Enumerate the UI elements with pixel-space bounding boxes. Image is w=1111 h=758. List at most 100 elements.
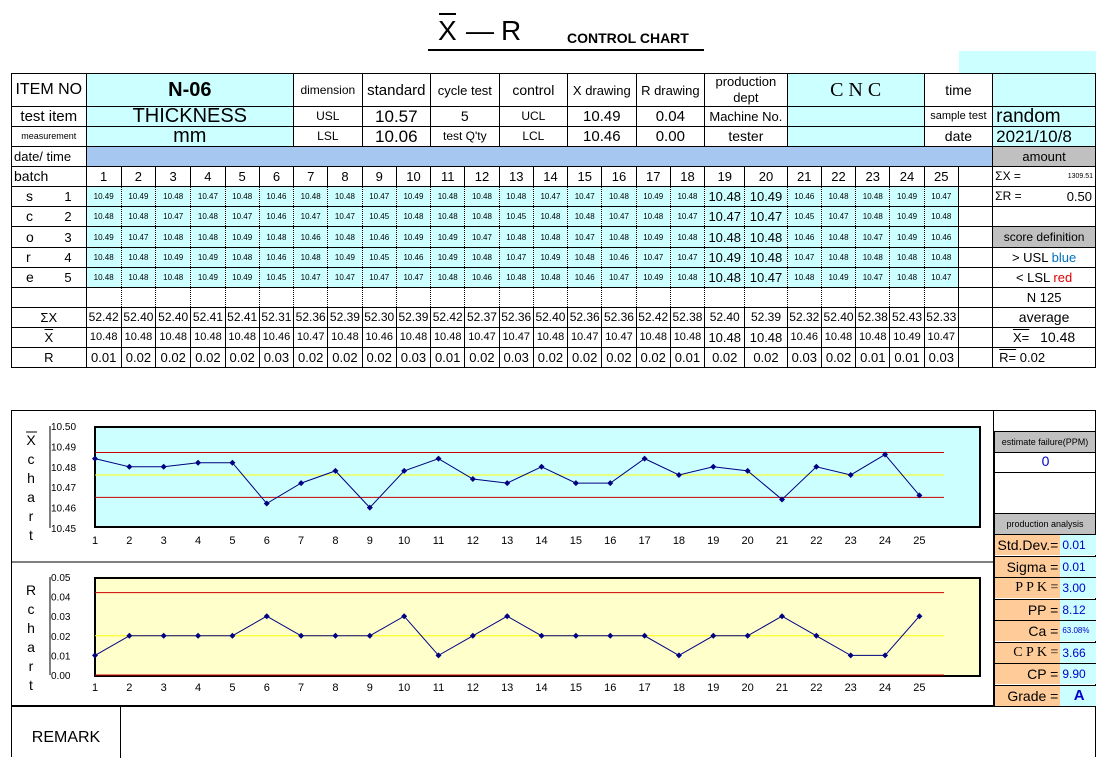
score-blank (85, 287, 122, 308)
score-blank (704, 287, 746, 308)
xbar-data-point (469, 476, 476, 483)
item-no-label: ITEM NO (11, 73, 87, 107)
score-value: 10.48 (889, 267, 925, 288)
standard-label: standard (361, 73, 432, 107)
lsl-definition: < LSL (1015, 270, 1050, 285)
lsl-color-word: red (1053, 270, 1073, 285)
r-x-tick-label: 11 (433, 682, 444, 694)
xbar-chart-letter: t (29, 527, 33, 543)
score-value: 10.46 (258, 206, 295, 227)
xbar-x-tick-label: 25 (913, 535, 925, 547)
score-value: 10.48 (395, 206, 432, 227)
r-data-point (607, 632, 614, 639)
batch-number: 12 (464, 166, 500, 187)
sum-r-side-value: 0.50 (1066, 189, 1092, 204)
batch-number: 18 (669, 166, 706, 187)
xbar-row-label-text: X (44, 330, 54, 345)
r-y-tick-label: 0.01 (51, 651, 71, 662)
remark-area: REMARK (11, 706, 1096, 758)
xbar-data-point (92, 455, 98, 462)
score-value: 10.48 (190, 206, 226, 227)
score-row-number: 1 (64, 189, 72, 204)
score-value: 10.49 (85, 226, 122, 248)
stat-label: Std.Dev.= (995, 535, 1061, 556)
score-row-number: 3 (64, 229, 72, 245)
xbar-x-tick-label: 24 (879, 535, 891, 547)
score-value: 10.49 (190, 247, 226, 268)
xbar-value: 10.48 (635, 327, 671, 348)
r-data-point (435, 652, 442, 659)
r-x-tick-label: 12 (467, 682, 479, 694)
xbar-data-point (813, 463, 820, 470)
score-value: 10.46 (786, 226, 822, 248)
stat-value: 9.90 (1060, 664, 1096, 685)
score-value: 10.48 (258, 226, 295, 248)
stat-value: 3.66 (1060, 642, 1096, 663)
score-value: 10.47 (224, 206, 260, 227)
score-value: 10.48 (327, 226, 363, 248)
batch-number: 24 (889, 166, 925, 187)
score-value: 10.48 (820, 186, 857, 207)
batch-number: 8 (327, 166, 363, 187)
stat-label: PP = (995, 599, 1061, 620)
range-value: 0.02 (327, 347, 363, 368)
rbar-avg: R= 0.02 (992, 347, 1096, 368)
r-x-tick-label: 8 (332, 682, 338, 694)
range-value: 0.02 (744, 347, 788, 368)
xbar-value: 10.46 (786, 327, 822, 348)
score-letter: s (26, 188, 33, 204)
score-side: > USL blue (992, 247, 1096, 268)
xbar-y-tick-label: 10.47 (51, 483, 76, 494)
sum-x-value: 52.40 (820, 307, 857, 328)
analysis-panel: estimate failure(PPM) 0 production analy… (994, 410, 1096, 707)
r-data-point (538, 632, 545, 639)
rbar-avg-value: 0.02 (1019, 350, 1046, 365)
rbar-avg-label: R= (999, 350, 1017, 365)
score-blank (430, 287, 466, 308)
sum-x-side: ΣX = 1309.51 (992, 166, 1096, 187)
sum-x-value: 52.38 (669, 307, 706, 328)
score-blank (786, 287, 822, 308)
score-blank (258, 287, 295, 308)
score-value: 10.47 (923, 186, 959, 207)
title-xbar: X (438, 13, 457, 46)
score-value: 10.48 (293, 247, 329, 268)
score-value: 10.47 (498, 247, 534, 268)
score-value: 10.48 (155, 267, 192, 288)
xbar-y-tick-label: 10.48 (51, 463, 76, 474)
batch-number: 15 (567, 166, 603, 187)
xbar-chart-letter: a (27, 489, 35, 505)
r-data-point (572, 632, 579, 639)
batch-number: 21 (786, 166, 822, 187)
stat-row: Sigma = 0.01 (995, 556, 1096, 578)
range-value: 0.03 (923, 347, 959, 368)
score-value: 10.47 (669, 206, 706, 227)
r-data-point (366, 632, 373, 639)
sum-x-value: 52.40 (155, 307, 192, 328)
xbar-x-tick-label: 17 (638, 535, 650, 547)
score-value: 10.49 (190, 267, 226, 288)
score-value: 10.48 (120, 247, 157, 268)
stat-label: Grade = (995, 685, 1061, 706)
batch-number: 7 (293, 166, 329, 187)
score-value: 10.49 (635, 267, 671, 288)
sum-x-value: 52.38 (855, 307, 891, 328)
score-blank (155, 287, 192, 308)
range-value: 0.02 (293, 347, 329, 368)
stat-label: P P K = (995, 578, 1061, 599)
sum-x-side-value: 1309.51 (1067, 173, 1093, 180)
score-value: 10.49 (532, 247, 569, 268)
score-value: 10.48 (786, 267, 822, 288)
score-value: 10.46 (361, 226, 397, 248)
score-value: 10.47 (744, 206, 788, 227)
score-value: 10.48 (224, 247, 260, 268)
range-value: 0.02 (532, 347, 569, 368)
xbar-avg: X= 10.48 (992, 327, 1096, 348)
r-data-point (92, 652, 98, 659)
r-data-point (263, 613, 270, 620)
score-value: 10.47 (327, 206, 363, 227)
r-x-tick-label: 6 (264, 682, 270, 694)
